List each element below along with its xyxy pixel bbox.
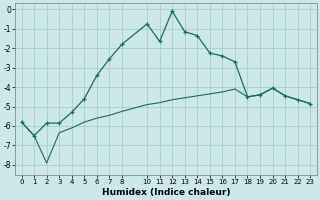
X-axis label: Humidex (Indice chaleur): Humidex (Indice chaleur) xyxy=(102,188,230,197)
